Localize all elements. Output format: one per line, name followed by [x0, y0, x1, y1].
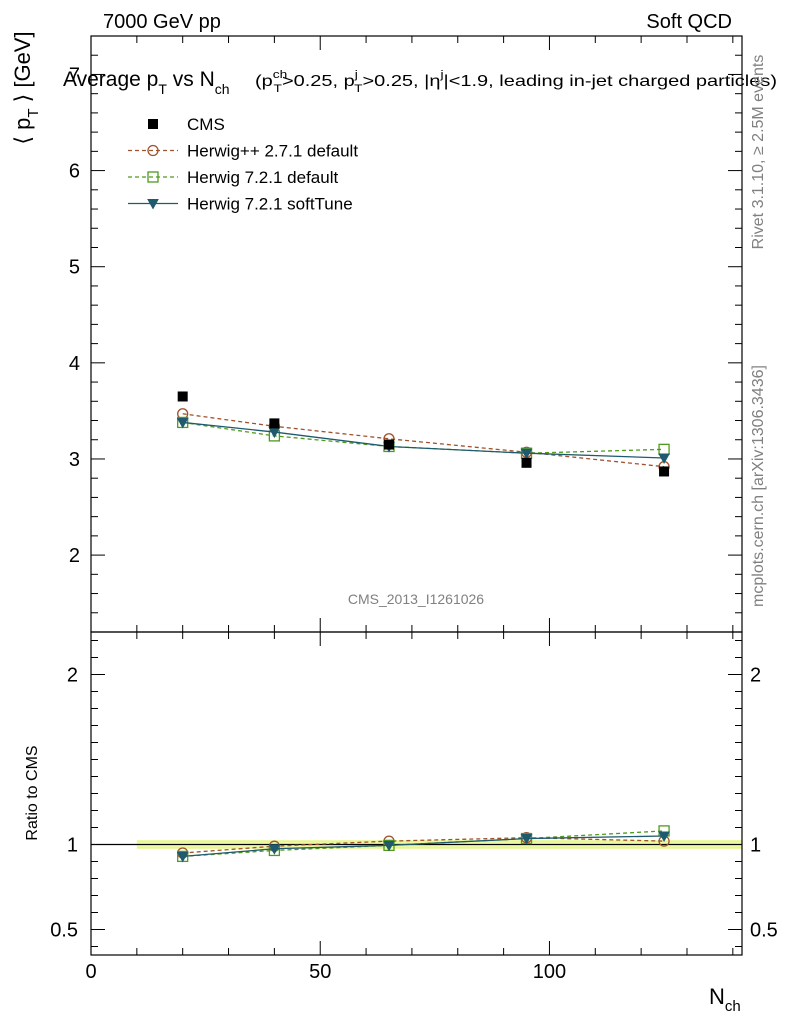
legend: CMS Herwig++ 2.7.1 default Herwig 7.2.1 de… — [128, 115, 358, 214]
legend-label: Herwig 7.2.1 default — [187, 168, 338, 187]
ratio-y-tick-label-left: 2 — [67, 665, 78, 687]
ratio-y-tick-label-left: 1 — [67, 835, 78, 857]
x-tick-label: 50 — [309, 961, 331, 983]
series-3-point — [176, 417, 189, 429]
ratio-y-tick-label-left: 0.5 — [50, 920, 78, 942]
y-tick-label: 5 — [69, 257, 80, 279]
title-cuts: (p ch T >0.25, p j T >0.25, |η j|<1.9, leading … — [255, 69, 777, 95]
series-3-point — [520, 448, 533, 460]
svg-text:⟨ pT ⟩ [GeV]: ⟨ pT ⟩ [GeV] — [10, 31, 42, 144]
legend-marker — [147, 199, 159, 210]
legend-item: Herwig 7.2.1 default — [128, 168, 338, 187]
series-3-ratio-point — [658, 831, 670, 843]
x-tick-label: 0 — [85, 961, 96, 983]
title-main: Average p — [63, 68, 158, 91]
rivet-version-label: Rivet 3.1.10, ≥ 2.5M events — [750, 55, 767, 250]
legend-item: CMS — [148, 115, 225, 134]
data-point — [177, 391, 188, 402]
legend-label: Herwig++ 2.7.1 default — [187, 142, 358, 161]
series-3-ratio-point — [383, 840, 395, 852]
y-tick-label: 2 — [69, 545, 80, 567]
mcplots-label: mcplots.cern.ch [arXiv:1306.3436] — [750, 365, 767, 607]
header-left: 7000 GeV pp — [103, 11, 221, 33]
data-point — [269, 418, 280, 429]
header-right: Soft QCD — [646, 11, 732, 33]
series-3-line — [182, 421, 665, 459]
svg-text:Nch: Nch — [709, 984, 741, 1015]
legend-marker — [147, 144, 159, 157]
series-3-point — [658, 453, 670, 465]
series-1-line — [182, 413, 665, 468]
y-tick-label: 3 — [69, 449, 80, 471]
series-3-ratio-point — [268, 844, 281, 855]
ratio-y-tick-label-right: 1 — [750, 835, 761, 857]
y-tick-label: 7 — [69, 64, 80, 86]
chart-title: Average pT vs Nch (p ch T >0.25, p j T >0.25, … — [63, 68, 777, 97]
y-axis-label: ⟨ pT ⟩ [GeV] — [10, 31, 42, 144]
grid-and-ticks: 0 50 100 2 3 4 5 6 7 0.5 0.5 1 1 2 2 — [50, 35, 778, 983]
ratio-y-tick-label-right: 0.5 — [750, 920, 778, 942]
title-vs: vs N — [167, 68, 215, 91]
legend-item: Herwig 7.2.1 softTune — [128, 195, 353, 214]
title-main-sub: T — [158, 81, 167, 97]
x-tick-label: 100 — [533, 961, 566, 983]
data-point — [383, 439, 394, 450]
analysis-watermark: CMS_2013_I1261026 — [348, 591, 484, 607]
legend-item: Herwig++ 2.7.1 default — [128, 142, 358, 161]
data-point — [659, 466, 670, 477]
y-tick-label: 6 — [69, 161, 80, 183]
series-3-ratio-point — [176, 851, 189, 863]
ratio-y-tick-label-right: 2 — [750, 665, 761, 687]
legend-marker — [147, 171, 159, 183]
data-point — [521, 457, 532, 468]
svg-text:Rivet 3.1.10, ≥ 2.5M events: Rivet 3.1.10, ≥ 2.5M events — [750, 55, 767, 250]
legend-marker — [148, 119, 158, 129]
y-tick-label: 4 — [69, 353, 80, 375]
title-vs-sub: ch — [215, 81, 230, 97]
ratio-plot-frame — [90, 631, 743, 956]
svg-text:mcplots.cern.ch [arXiv:1306.34: mcplots.cern.ch [arXiv:1306.3436] — [750, 365, 767, 607]
data-points-layer — [177, 391, 670, 477]
series-3-ratio-point — [520, 834, 533, 845]
svg-text:Average pT vs Nch: Average pT vs Nch — [63, 68, 230, 97]
legend-label: CMS — [187, 115, 225, 134]
legend-label: Herwig 7.2.1 softTune — [187, 195, 353, 214]
x-axis-label: Nch — [709, 984, 741, 1015]
ratio-y-axis-label: Ratio to CMS — [24, 745, 41, 840]
svg-text:Ratio to CMS: Ratio to CMS — [24, 745, 41, 840]
